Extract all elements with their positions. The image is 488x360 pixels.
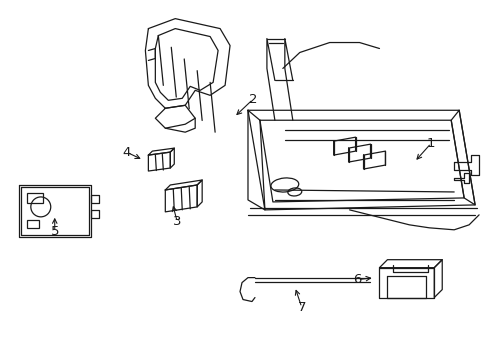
Text: 5: 5 (50, 225, 59, 238)
Text: 4: 4 (122, 145, 130, 159)
Text: 1: 1 (426, 137, 435, 150)
Text: 2: 2 (248, 93, 257, 106)
Bar (27, 193, 42, 203)
Text: 3: 3 (173, 215, 181, 228)
Bar (27, 220, 39, 228)
Text: 7: 7 (297, 301, 305, 314)
Text: 6: 6 (353, 273, 361, 286)
